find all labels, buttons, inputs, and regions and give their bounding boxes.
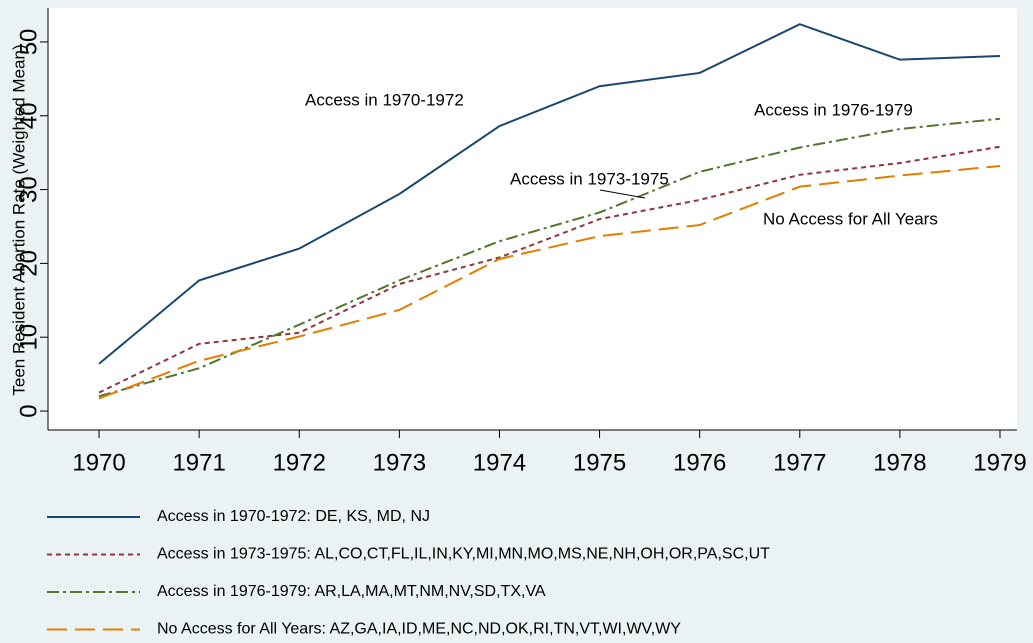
annotation: Access in 1973-1975 xyxy=(510,169,669,188)
x-tick-label: 1973 xyxy=(373,449,426,476)
series-line xyxy=(98,164,1001,400)
x-tick-label: 1971 xyxy=(172,449,225,476)
y-tick-label: 0 xyxy=(15,404,42,417)
legend-label: Access in 1973-1975: AL,CO,CT,FL,IL,IN,K… xyxy=(157,546,770,563)
annotation: Access in 1970-1972 xyxy=(305,90,464,109)
x-tick-label: 1975 xyxy=(573,449,626,476)
plot-area xyxy=(48,8,1017,430)
x-tick-label: 1978 xyxy=(873,449,926,476)
x-tick-label: 1977 xyxy=(773,449,826,476)
legend-label: Access in 1976-1979: AR,LA,MA,MT,NM,NV,S… xyxy=(157,583,546,600)
annotation: Access in 1976-1979 xyxy=(754,100,913,119)
y-tick-label: 10 xyxy=(15,324,42,351)
x-tick-label: 1970 xyxy=(72,449,125,476)
legend-label: No Access for All Years: AZ,GA,IA,ID,ME,… xyxy=(157,621,681,638)
x-tick-label: 1972 xyxy=(273,449,326,476)
series-line xyxy=(98,23,1001,365)
annotation: No Access for All Years xyxy=(763,209,938,228)
annotation-pointer xyxy=(599,189,646,199)
y-tick-label: 40 xyxy=(15,102,42,129)
y-axis-label: Teen Resident Abortion Rate (Weighted Me… xyxy=(9,44,28,395)
x-tick-label: 1976 xyxy=(673,449,726,476)
y-tick-label: 20 xyxy=(15,250,42,277)
y-tick-label: 30 xyxy=(15,176,42,203)
y-tick-label: 50 xyxy=(15,29,42,56)
x-tick-label: 1979 xyxy=(973,449,1026,476)
x-tick-label: 1974 xyxy=(473,449,526,476)
series-line xyxy=(98,145,1001,394)
legend-label: Access in 1970-1972: DE, KS, MD, NJ xyxy=(157,508,430,525)
